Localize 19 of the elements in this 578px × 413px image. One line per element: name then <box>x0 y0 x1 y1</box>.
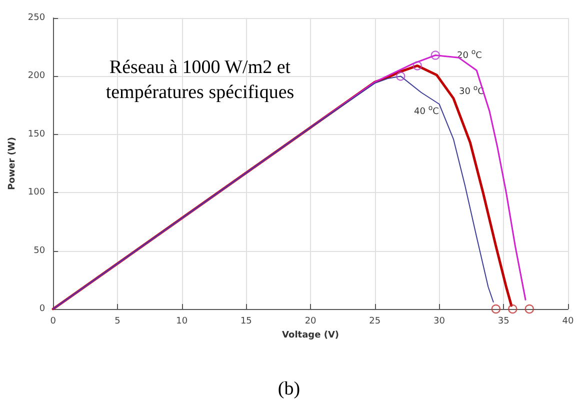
annotation: Réseau à 1000 W/m2 et températures spécifiques <box>106 57 294 103</box>
y-axis-title: Power (W) <box>8 137 18 190</box>
x-tick-label: 10 <box>176 316 188 326</box>
x-tick-label: 25 <box>369 316 381 326</box>
y-tick-label: 150 <box>28 129 46 140</box>
x-tick-label: 30 <box>434 316 446 326</box>
x-tick-label: 40 <box>562 316 574 326</box>
y-tick-label: 250 <box>28 13 46 23</box>
x-tick-label: 5 <box>114 316 120 326</box>
y-tick-label: 100 <box>28 188 46 198</box>
text: (b) <box>278 378 300 400</box>
x-tick-label: 20 <box>304 316 317 326</box>
x-tick-label: 0 <box>50 316 56 326</box>
x-tick-label: 35 <box>498 316 510 326</box>
x-axis-title: Voltage (V) <box>282 330 340 340</box>
x-tick-label: 15 <box>240 316 252 326</box>
y-tick-label: 200 <box>28 71 46 82</box>
y-tick-label: 0 <box>39 304 46 314</box>
y-tick-label: 50 <box>34 246 46 256</box>
